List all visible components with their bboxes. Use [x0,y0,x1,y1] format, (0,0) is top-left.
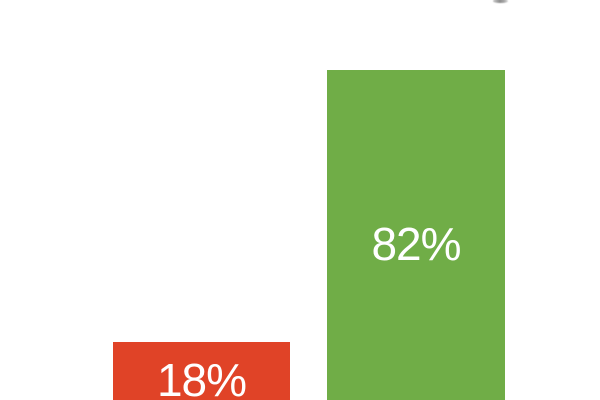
data-label-18-percent: 18% [156,354,247,400]
bar-18-percent [113,342,290,400]
bar-82-percent [327,70,505,400]
data-label-82-percent: 82% [371,218,461,271]
cropped-title-text-fragment [493,0,508,3]
